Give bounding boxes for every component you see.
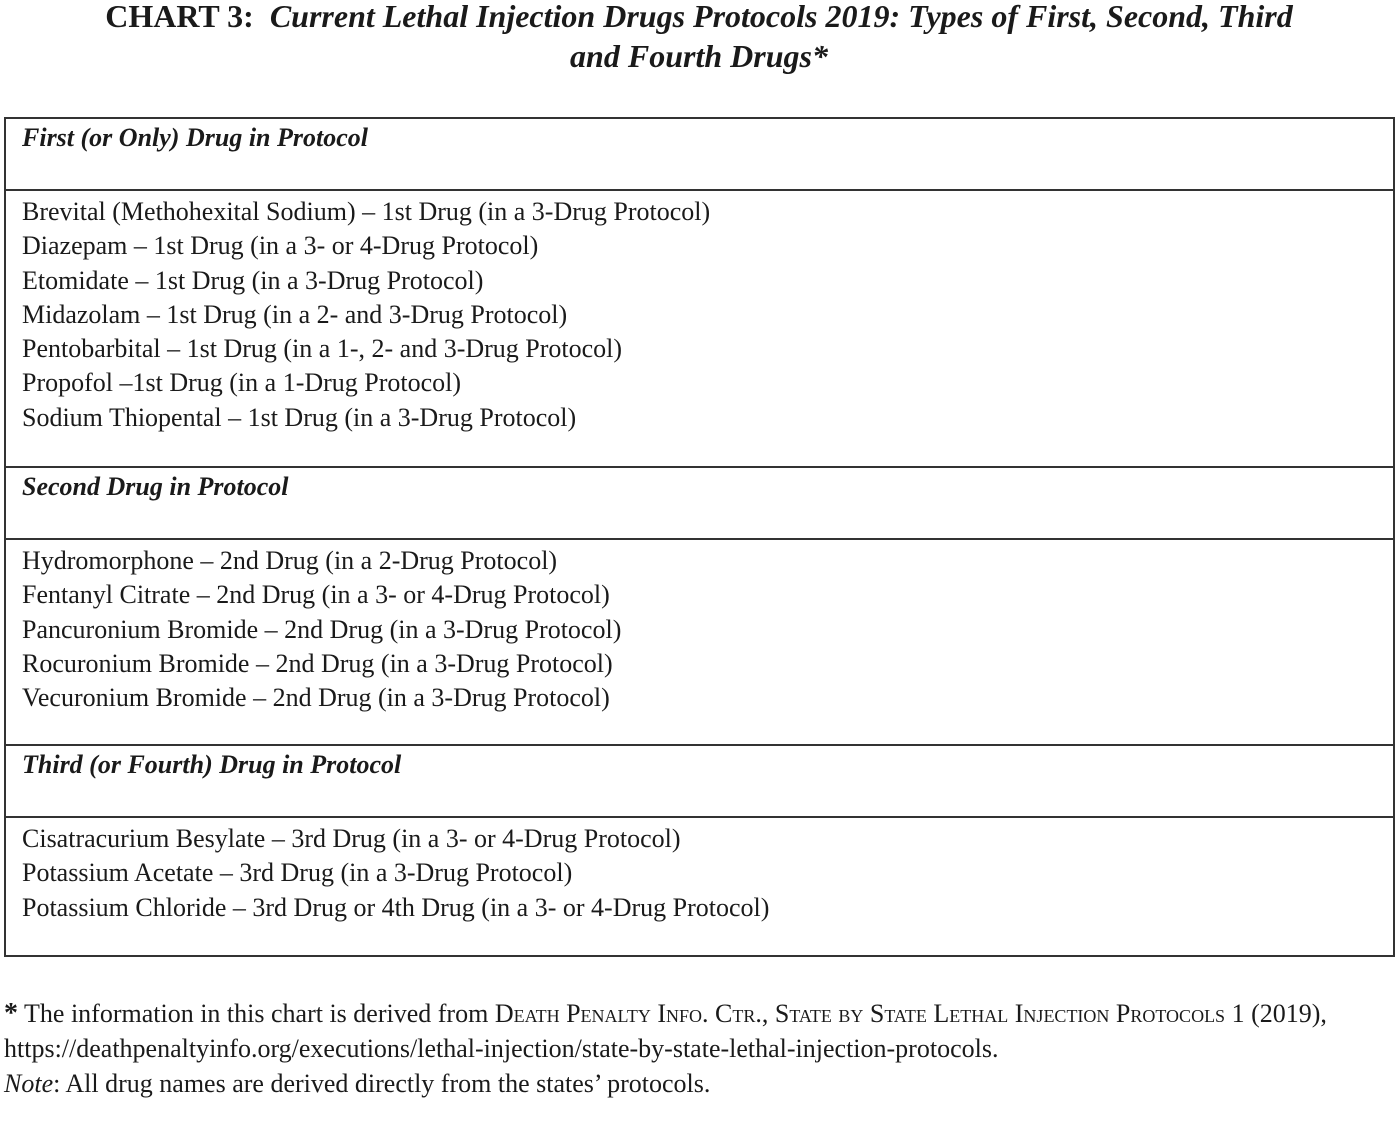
chart-label: CHART 3: [105, 0, 254, 34]
drug-item: Potassium Chloride – 3rd Drug or 4th Dru… [22, 892, 770, 922]
chart-title: CHART 3: Current Lethal Injection Drugs … [0, 0, 1398, 76]
section-heading: First (or Only) Drug in Protocol [4, 117, 1395, 191]
note-label: Note [4, 1069, 54, 1098]
footnote-source: Death Penalty Info. Ctr. [494, 999, 762, 1028]
footnote-asterisk: * [4, 998, 18, 1029]
drug-item: Potassium Acetate – 3rd Drug (in a 3-Dru… [22, 858, 573, 888]
drug-item: Etomidate – 1st Drug (in a 3-Drug Protoc… [22, 265, 484, 295]
section-header-row: Second Drug in Protocol [4, 466, 1395, 540]
drug-item: Rocuronium Bromide – 2nd Drug (in a 3-Dr… [22, 648, 613, 678]
footnote: * The information in this chart is deriv… [4, 996, 1394, 1101]
note-text: : All drug names are derived directly fr… [53, 1069, 711, 1098]
drug-item: Fentanyl Citrate – 2nd Drug (in a 3- or … [22, 580, 610, 610]
footnote-work: State by State Lethal Injection Protocol… [774, 999, 1226, 1028]
chart-title-line2: and Fourth Drugs* [570, 38, 828, 74]
drug-item: Propofol –1st Drug (in a 1-Drug Protocol… [22, 368, 462, 398]
section-heading: Third (or Fourth) Drug in Protocol [4, 744, 1395, 818]
drug-item: Sodium Thiopental – 1st Drug (in a 3-Dru… [22, 402, 577, 432]
drug-item: Cisatracurium Besylate – 3rd Drug (in a … [22, 824, 681, 853]
section-body-row: Hydromorphone – 2nd Drug (in a 2-Drug Pr… [4, 538, 1395, 746]
section-header-row: First (or Only) Drug in Protocol [4, 117, 1395, 191]
chart-title-line1: Current Lethal Injection Drugs Protocols… [269, 0, 1293, 34]
drug-item: Brevital (Methohexital Sodium) – 1st Dru… [22, 197, 711, 226]
drug-list: Hydromorphone – 2nd Drug (in a 2-Drug Pr… [4, 538, 1395, 746]
drug-protocol-table: First (or Only) Drug in Protocol Brevital… [4, 117, 1395, 957]
section-body-row: Cisatracurium Besylate – 3rd Drug (in a … [4, 816, 1395, 957]
section-heading: Second Drug in Protocol [4, 466, 1395, 540]
footnote-text-1: The information in this chart is derived… [18, 999, 495, 1028]
drug-item: Pancuronium Bromide – 2nd Drug (in a 3-D… [22, 614, 622, 644]
drug-item: Hydromorphone – 2nd Drug (in a 2-Drug Pr… [22, 546, 558, 575]
drug-list: Cisatracurium Besylate – 3rd Drug (in a … [4, 816, 1395, 957]
footnote-text-3: 1 (2019), https://deathpenaltyinfo.org/e… [4, 999, 1327, 1063]
footnote-text-2: , [761, 999, 775, 1028]
drug-item: Pentobarbital – 1st Drug (in a 1-, 2- an… [22, 334, 623, 364]
drug-item: Diazepam – 1st Drug (in a 3- or 4-Drug P… [22, 231, 539, 261]
section-header-row: Third (or Fourth) Drug in Protocol [4, 744, 1395, 818]
drug-item: Vecuronium Bromide – 2nd Drug (in a 3-Dr… [22, 683, 610, 713]
drug-item: Midazolam – 1st Drug (in a 2- and 3-Drug… [22, 299, 568, 329]
section-body-row: Brevital (Methohexital Sodium) – 1st Dru… [4, 189, 1395, 468]
drug-list: Brevital (Methohexital Sodium) – 1st Dru… [4, 189, 1395, 468]
